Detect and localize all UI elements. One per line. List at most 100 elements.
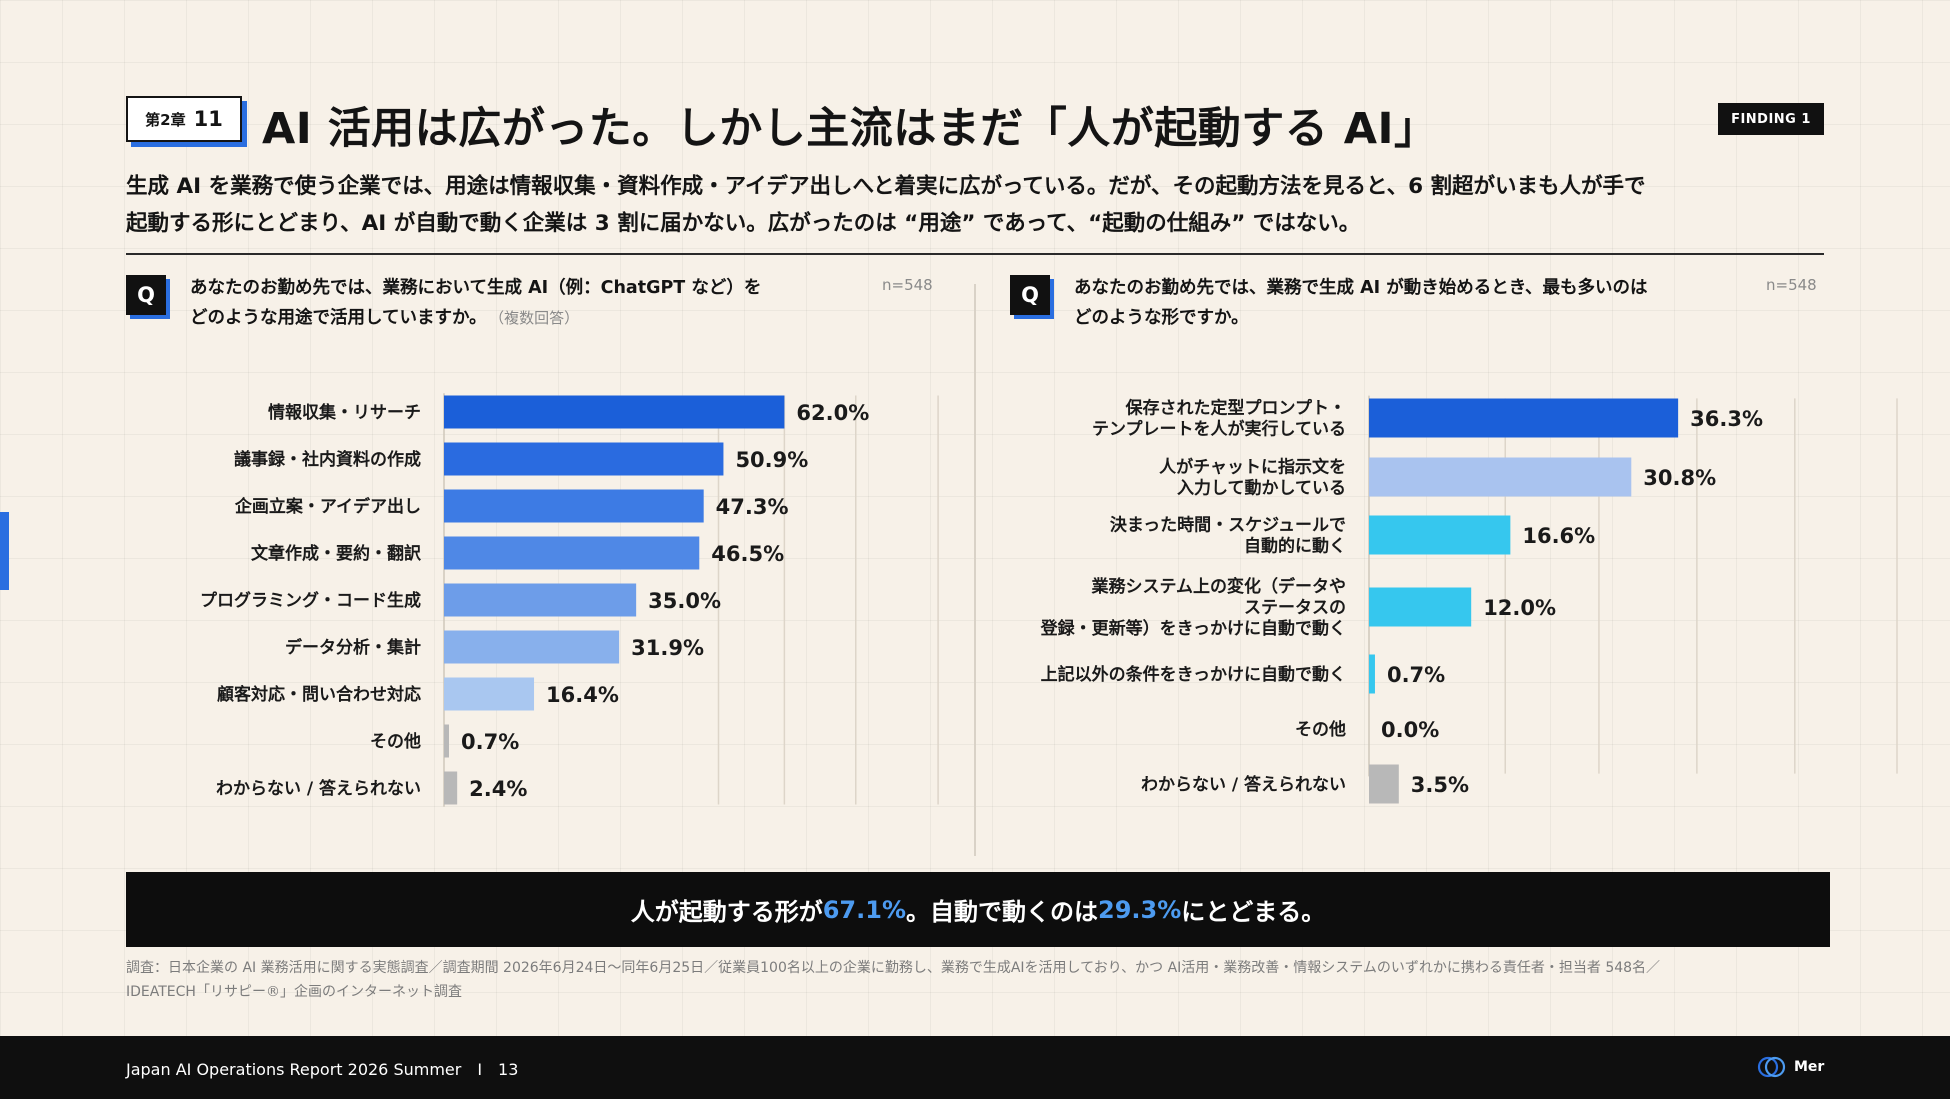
trigger-category-label: 人がチャットに指示文を入力して動かしている bbox=[1159, 457, 1346, 499]
circles-logo-icon bbox=[1757, 1056, 1786, 1078]
panel-divider bbox=[974, 284, 976, 856]
usage-bar bbox=[444, 442, 724, 476]
trigger-value-label: 0.7% bbox=[1387, 663, 1445, 687]
question-icon-left: Q bbox=[126, 275, 166, 315]
question-text-left: あなたのお勤め先では、業務において生成 AI（例：ChatGPT など）を どの… bbox=[190, 273, 880, 333]
trigger-value-label: 12.0% bbox=[1483, 596, 1556, 620]
usage-row: わからない / 答えられない 2.4% bbox=[216, 771, 527, 805]
footer-text: Japan AI Operations Report 2026 Summer I 1… bbox=[126, 1060, 518, 1079]
trigger-category-label: その他 bbox=[1295, 719, 1346, 740]
usage-category-label: プログラミング・コード生成 bbox=[200, 590, 421, 611]
usage-value-label: 31.9% bbox=[631, 636, 704, 660]
usage-category-label: 企画立案・アイデア出し bbox=[234, 496, 421, 517]
chapter-badge: 第2章 11 bbox=[126, 96, 242, 142]
usage-row: 情報収集・リサーチ 62.0% bbox=[268, 395, 869, 429]
usage-category-label: わからない / 答えられない bbox=[216, 778, 421, 799]
usage-bar bbox=[444, 489, 704, 523]
usage-bar bbox=[444, 395, 785, 429]
usage-value-label: 47.3% bbox=[716, 495, 789, 519]
trigger-value-label: 0.0% bbox=[1381, 718, 1439, 742]
usage-grid bbox=[717, 395, 939, 805]
lead-line-2: 起動する形にとどまり、AI が自動で動く企業は 3 割に届かない。広がったのは … bbox=[126, 211, 1361, 236]
question-text-right: あなたのお勤め先では、業務で生成 AI が動き始めるとき、最も多いのは どのよう… bbox=[1074, 273, 1754, 333]
survey-note: 調査：日本企業の AI 業務活用に関する実態調査／調査期間 2026年6月24日… bbox=[126, 956, 1826, 1004]
usage-category-label: 文章作成・要約・翻訳 bbox=[251, 543, 422, 564]
summary-text-3: にとどまる。 bbox=[1181, 898, 1326, 926]
question-right-line-1: あなたのお勤め先では、業務で生成 AI が動き始めるとき、最も多いのは bbox=[1074, 278, 1648, 298]
trigger-row: 保存された定型プロンプト・テンプレートを人が実行している 36.3% bbox=[1092, 398, 1763, 440]
usage-bar bbox=[444, 630, 620, 664]
trigger-bar bbox=[1369, 398, 1679, 438]
usage-row: データ分析・集計 31.9% bbox=[285, 630, 704, 664]
trigger-value-label: 30.8% bbox=[1643, 466, 1716, 490]
side-accent-bar bbox=[0, 512, 9, 590]
logo-text: Mer bbox=[1794, 1059, 1825, 1075]
header-divider bbox=[126, 253, 1824, 255]
trigger-bar bbox=[1369, 457, 1632, 497]
usage-value-label: 16.4% bbox=[546, 683, 619, 707]
summary-bar: 人が起動する形が 67.1% 。自動で動くのは 29.3% にとどまる。 bbox=[126, 872, 1830, 947]
usage-bar bbox=[444, 583, 637, 617]
usage-value-label: 62.0% bbox=[796, 401, 869, 425]
page-number: 13 bbox=[498, 1060, 519, 1079]
usage-value-label: 35.0% bbox=[648, 589, 721, 613]
trigger-bar-chart: 保存された定型プロンプト・テンプレートを人が実行している 36.3% 人がチャットに… bbox=[1040, 395, 1898, 804]
trigger-category-label: 上記以外の条件をきっかけに自動で動く bbox=[1041, 664, 1346, 685]
summary-value-manual: 67.1% bbox=[822, 895, 906, 924]
usage-bar bbox=[444, 536, 700, 570]
question-icon-right: Q bbox=[1010, 275, 1050, 315]
usage-row: 企画立案・アイデア出し 47.3% bbox=[234, 489, 789, 523]
sample-size-left: n=548 bbox=[882, 276, 933, 294]
trigger-row: わからない / 答えられない 3.5% bbox=[1141, 764, 1469, 804]
usage-category-label: 顧客対応・問い合わせ対応 bbox=[217, 684, 421, 705]
trigger-row: 上記以外の条件をきっかけに自動で動く 0.7% bbox=[1041, 654, 1445, 694]
multiple-answer-note: （複数回答） bbox=[496, 309, 580, 327]
trigger-row: 決まった時間・スケジュールで自動的に動く 16.6% bbox=[1110, 515, 1595, 557]
trigger-bar bbox=[1369, 515, 1511, 555]
trigger-category-label: わからない / 答えられない bbox=[1141, 774, 1346, 795]
summary-text-2: 。自動で動くのは bbox=[906, 898, 1098, 926]
question-left-line-1: あなたのお勤め先では、業務において生成 AI（例：ChatGPT など）を bbox=[190, 278, 762, 298]
page-title: AI 活用は広がった。しかし主流はまだ「人が起動する AI」 bbox=[262, 104, 1438, 154]
usage-value-label: 50.9% bbox=[735, 448, 808, 472]
trigger-grid bbox=[1504, 398, 1898, 774]
trigger-category-label: 業務システム上の変化（データやステータスの登録・更新等）をきっかけに自動で動く bbox=[1040, 576, 1346, 639]
trigger-value-label: 3.5% bbox=[1411, 773, 1469, 797]
usage-row: プログラミング・コード生成 35.0% bbox=[200, 583, 721, 617]
usage-value-label: 2.4% bbox=[469, 777, 527, 801]
survey-note-line-1: 調査：日本企業の AI 業務活用に関する実態調査／調査期間 2026年6月24日… bbox=[126, 960, 1661, 976]
question-right-line-2: どのような形ですか。 bbox=[1074, 308, 1249, 328]
usage-value-label: 0.7% bbox=[461, 730, 519, 754]
summary-value-auto: 29.3% bbox=[1098, 895, 1182, 924]
trigger-bar bbox=[1369, 587, 1472, 627]
trigger-value-label: 16.6% bbox=[1522, 524, 1595, 548]
trigger-category-label: 保存された定型プロンプト・テンプレートを人が実行している bbox=[1092, 398, 1346, 440]
survey-note-line-2: IDEATECH「リサピー®」企画のインターネット調査 bbox=[126, 984, 462, 1000]
usage-category-label: 情報収集・リサーチ bbox=[268, 402, 421, 423]
lead-line-1: 生成 AI を業務で使う企業では、用途は情報収集・資料作成・アイデア出しへと着実… bbox=[126, 174, 1646, 199]
usage-row: 顧客対応・問い合わせ対応 16.4% bbox=[217, 677, 619, 711]
trigger-bar bbox=[1369, 764, 1399, 804]
trigger-row: その他 0.0% bbox=[1295, 718, 1439, 742]
usage-category-label: その他 bbox=[370, 731, 421, 752]
trigger-row: 人がチャットに指示文を入力して動かしている 30.8% bbox=[1159, 457, 1716, 499]
sample-size-right: n=548 bbox=[1766, 276, 1817, 294]
usage-bar bbox=[444, 771, 458, 805]
brand-logo: Mer bbox=[1756, 1054, 1824, 1080]
usage-row: その他 0.7% bbox=[370, 724, 519, 758]
finding-badge: FINDING 1 bbox=[1718, 103, 1824, 135]
chapter-label: 第2章 bbox=[145, 110, 186, 129]
trigger-row: 業務システム上の変化（データやステータスの登録・更新等）をきっかけに自動で動く 1… bbox=[1040, 576, 1556, 639]
question-left-line-2: どのような用途で活用していますか。 bbox=[190, 308, 487, 328]
usage-bar bbox=[444, 724, 449, 758]
chapter-number: 11 bbox=[193, 107, 223, 131]
summary-text-1: 人が起動する形が bbox=[630, 898, 823, 926]
usage-category-label: 議事録・社内資料の作成 bbox=[234, 449, 421, 470]
trigger-category-label: 決まった時間・スケジュールで自動的に動く bbox=[1110, 515, 1346, 557]
usage-bar-chart: 情報収集・リサーチ 62.0% 議事録・社内資料の作成 50.9% 企画立案・アイデア出… bbox=[200, 393, 939, 807]
usage-category-label: データ分析・集計 bbox=[285, 637, 421, 658]
footer-separator: I bbox=[477, 1060, 483, 1079]
usage-row: 文章作成・要約・翻訳 46.5% bbox=[251, 536, 784, 570]
footer-bar bbox=[0, 1036, 1950, 1099]
lead-text: 生成 AI を業務で使う企業では、用途は情報収集・資料作成・アイデア出しへと着実… bbox=[126, 168, 1826, 242]
